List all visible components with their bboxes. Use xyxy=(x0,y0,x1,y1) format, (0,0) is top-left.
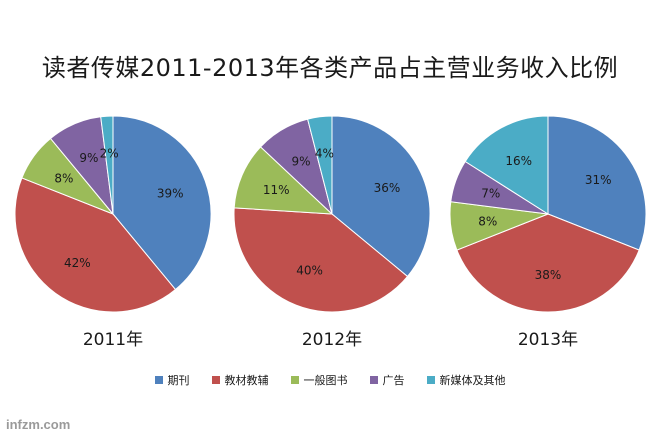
legend-label-textbooks: 教材教辅 xyxy=(224,374,269,387)
pie-chart-2: 36% 40% 11%9% 4% 2012年 xyxy=(233,115,431,350)
pie-slice-textbooks xyxy=(14,177,177,313)
slice-label-general-books: 8% xyxy=(54,171,73,185)
legend-swatch-new-media xyxy=(426,376,435,384)
pie-slice-general-books xyxy=(233,146,334,215)
pie-slice-new-media xyxy=(100,115,114,215)
slice-label-new-media: 4% xyxy=(315,147,334,161)
chart-title: 读者传媒2011-2013年各类产品占主营业务收入比例 xyxy=(41,54,619,82)
legend-item-new-media: 新媒体及其他 xyxy=(426,372,506,388)
year-label: 2013年 xyxy=(518,330,578,350)
slice-label-new-media: 2% xyxy=(100,146,119,160)
slice-label-textbooks: 40% xyxy=(296,263,323,277)
slice-label-advertising: 9% xyxy=(292,155,311,169)
slice-label-advertising: 9% xyxy=(79,151,98,165)
slice-label-periodicals: 36% xyxy=(374,181,401,195)
pie-slice-periodicals xyxy=(547,115,647,251)
legend-item-periodicals: 期刊 xyxy=(154,372,190,388)
slice-label-general-books: 8% xyxy=(478,215,497,229)
legend-label-periodicals: 期刊 xyxy=(167,374,190,387)
legend-swatch-general-books xyxy=(290,376,299,384)
pie-slice-new-media xyxy=(464,115,549,215)
slice-label-textbooks: 42% xyxy=(64,256,91,270)
pie-slice-new-media xyxy=(307,115,333,215)
legend-item-textbooks: 教材教辅 xyxy=(211,372,269,388)
pie-slice-periodicals xyxy=(331,115,431,278)
legend-item-general-books: 一般图书 xyxy=(290,372,348,388)
slice-label-general-books: 11% xyxy=(263,183,290,197)
legend-label-general-books: 一般图书 xyxy=(303,374,348,387)
year-label: 2011年 xyxy=(83,330,143,350)
legend-swatch-textbooks xyxy=(211,376,220,384)
slice-label-textbooks: 38% xyxy=(535,268,562,282)
year-label: 2012年 xyxy=(302,330,362,350)
slice-label-new-media: 16% xyxy=(505,154,532,168)
pie-slice-textbooks xyxy=(456,213,640,313)
slice-label-periodicals: 31% xyxy=(585,173,612,187)
slice-label-advertising: 7% xyxy=(481,186,500,200)
legend-item-advertising: 广告 xyxy=(369,372,405,388)
legend-swatch-advertising xyxy=(369,376,378,384)
legend-swatch-periodicals xyxy=(154,376,163,384)
legend-label-advertising: 广告 xyxy=(382,374,405,387)
pie-chart-3: 31% 38% 8% 7% 16% 2013年 xyxy=(449,115,647,350)
legend-label-new-media: 新媒体及其他 xyxy=(439,374,506,387)
slice-label-periodicals: 39% xyxy=(157,186,184,200)
watermark: infzm.com xyxy=(6,417,71,432)
pie-chart-1: 39% 42% 8% 9% 2% 2011年 xyxy=(14,115,212,350)
legend: 期刊 教材教辅 一般图书 广告 新媒体及其他 xyxy=(0,372,660,388)
pie-slice-periodicals xyxy=(112,115,212,291)
pie-slice-textbooks xyxy=(233,207,409,313)
